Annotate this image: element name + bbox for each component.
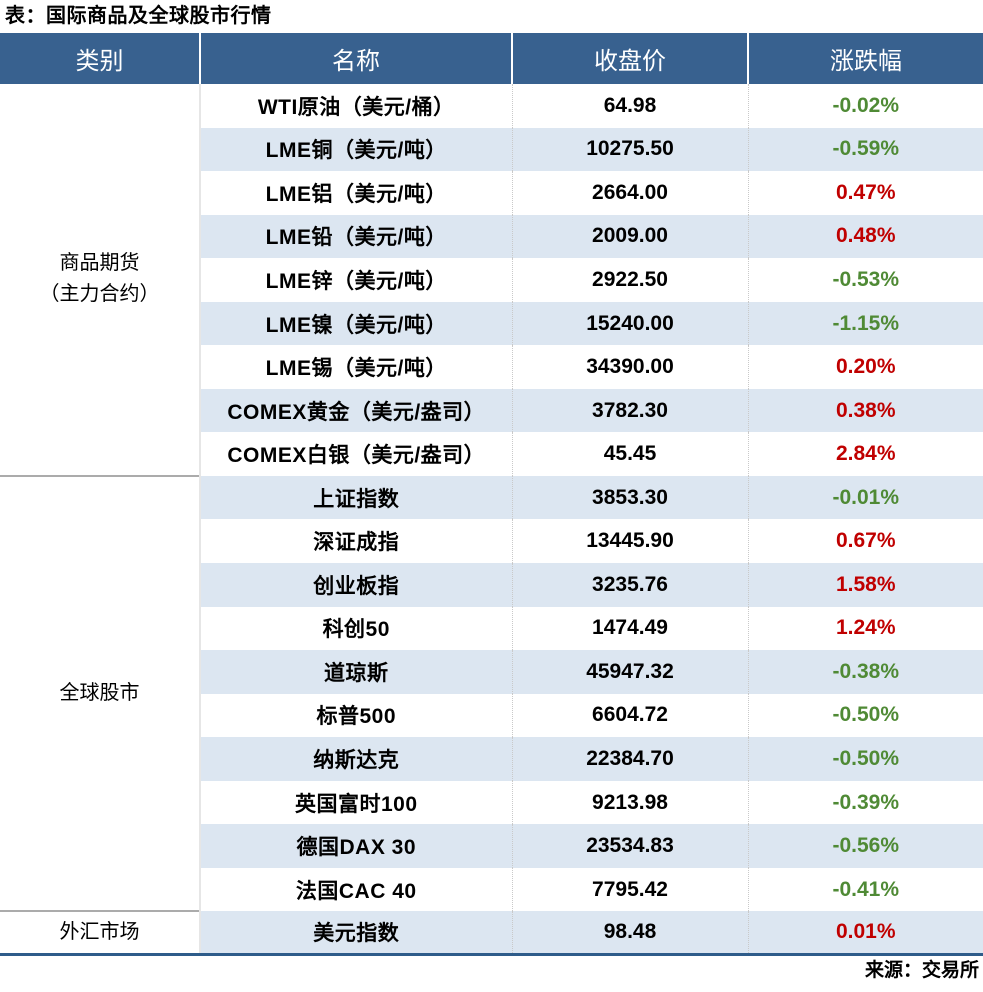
change-percent-cell: 0.67% <box>747 519 983 564</box>
close-price-cell: 23534.83 <box>511 824 748 868</box>
change-percent-cell: 1.58% <box>747 563 983 607</box>
close-price-cell: 2922.50 <box>511 258 748 302</box>
instrument-name-cell: 英国富时100 <box>199 780 512 825</box>
change-percent-cell: 1.24% <box>747 606 983 651</box>
change-percent-cell: -0.01% <box>747 475 983 520</box>
source-note: 来源：交易所 <box>864 960 979 982</box>
instrument-name-cell: LME镍（美元/吨） <box>199 301 512 346</box>
table-row: 英国富时100 9213.98 -0.39% <box>0 780 983 825</box>
close-price-cell: 7795.42 <box>511 867 748 912</box>
instrument-name-cell: 德国DAX 30 <box>199 824 512 868</box>
table-row: LME铜（美元/吨） 10275.50 -0.59% <box>0 127 983 172</box>
change-percent-cell: -0.38% <box>747 650 983 694</box>
change-percent-cell: -1.15% <box>747 301 983 346</box>
category-group-cell: 外汇市场 <box>0 910 200 955</box>
header-row: 类别 名称 收盘价 涨跌幅 <box>0 33 983 84</box>
change-percent-cell: -0.50% <box>747 737 983 781</box>
table-row: 德国DAX 30 23534.83 -0.56% <box>0 824 983 868</box>
change-percent-cell: 0.48% <box>747 214 983 259</box>
table-row: LME铅（美元/吨） 2009.00 0.48% <box>0 214 983 259</box>
column-header-change: 涨跌幅 <box>747 33 983 84</box>
table-row: 创业板指 3235.76 1.58% <box>0 563 983 607</box>
close-price-cell: 45.45 <box>511 432 748 476</box>
instrument-name-cell: 法国CAC 40 <box>199 867 512 912</box>
instrument-name-cell: LME锌（美元/吨） <box>199 258 512 302</box>
instrument-name-cell: COMEX白银（美元/盎司） <box>199 432 512 476</box>
table-row: 纳斯达克 22384.70 -0.50% <box>0 737 983 781</box>
table-row: LME铝（美元/吨） 2664.00 0.47% <box>0 171 983 215</box>
table-row: 外汇市场 美元指数 98.48 0.01% <box>0 910 983 955</box>
instrument-name-cell: LME锡（美元/吨） <box>199 345 512 389</box>
change-percent-cell: -0.41% <box>747 867 983 912</box>
column-header-close: 收盘价 <box>511 33 748 84</box>
change-percent-cell: -0.02% <box>747 84 983 128</box>
instrument-name-cell: 科创50 <box>199 606 512 651</box>
close-price-cell: 6604.72 <box>511 693 748 738</box>
close-price-cell: 3235.76 <box>511 563 748 607</box>
change-percent-cell: -0.53% <box>747 258 983 302</box>
quotes-table: 类别 名称 收盘价 涨跌幅 商品期货 （主力合约） WTI原油（美元/桶） 64… <box>0 33 983 957</box>
close-price-cell: 34390.00 <box>511 345 748 389</box>
instrument-name-cell: LME铅（美元/吨） <box>199 214 512 259</box>
close-price-cell: 9213.98 <box>511 780 748 825</box>
change-percent-cell: -0.56% <box>747 824 983 868</box>
instrument-name-cell: LME铝（美元/吨） <box>199 171 512 215</box>
close-price-cell: 22384.70 <box>511 737 748 781</box>
close-price-cell: 10275.50 <box>511 127 748 172</box>
table-row: COMEX黄金（美元/盎司） 3782.30 0.38% <box>0 388 983 433</box>
table-row: 科创50 1474.49 1.24% <box>0 606 983 651</box>
table-row: COMEX白银（美元/盎司） 45.45 2.84% <box>0 432 983 476</box>
instrument-name-cell: COMEX黄金（美元/盎司） <box>199 388 512 433</box>
instrument-name-cell: 纳斯达克 <box>199 737 512 781</box>
change-percent-cell: -0.50% <box>747 693 983 738</box>
change-percent-cell: -0.59% <box>747 127 983 172</box>
instrument-name-cell: WTI原油（美元/桶） <box>199 84 512 128</box>
close-price-cell: 2009.00 <box>511 214 748 259</box>
table-row: 全球股市 上证指数 3853.30 -0.01% <box>0 474 983 912</box>
column-header-name: 名称 <box>199 33 512 84</box>
change-percent-cell: 0.47% <box>747 171 983 215</box>
close-price-cell: 45947.32 <box>511 650 748 694</box>
change-percent-cell: -0.39% <box>747 780 983 825</box>
table-row: 深证成指 13445.90 0.67% <box>0 519 983 564</box>
instrument-name-cell: 深证成指 <box>199 519 512 564</box>
instrument-name-cell: 上证指数 <box>199 475 512 520</box>
close-price-cell: 98.48 <box>511 911 748 955</box>
instrument-name-cell: LME铜（美元/吨） <box>199 127 512 172</box>
change-percent-cell: 0.01% <box>747 911 983 955</box>
change-percent-cell: 0.38% <box>747 388 983 433</box>
close-price-cell: 13445.90 <box>511 519 748 564</box>
table-row: LME镍（美元/吨） 15240.00 -1.15% <box>0 301 983 346</box>
change-percent-cell: 2.84% <box>747 432 983 476</box>
category-group-cell: 全球股市 <box>0 474 200 912</box>
table-row: LME锌（美元/吨） 2922.50 -0.53% <box>0 258 983 302</box>
close-price-cell: 64.98 <box>511 84 748 128</box>
close-price-cell: 2664.00 <box>511 171 748 215</box>
instrument-name-cell: 创业板指 <box>199 563 512 607</box>
table-row: 法国CAC 40 7795.42 -0.41% <box>0 867 983 912</box>
table-row: LME锡（美元/吨） 34390.00 0.20% <box>0 345 983 389</box>
table-row: 标普500 6604.72 -0.50% <box>0 693 983 738</box>
close-price-cell: 1474.49 <box>511 606 748 651</box>
table-title: 表：国际商品及全球股市行情 <box>5 5 272 27</box>
close-price-cell: 15240.00 <box>511 301 748 346</box>
instrument-name-cell: 标普500 <box>199 693 512 738</box>
table-row: 道琼斯 45947.32 -0.38% <box>0 650 983 694</box>
instrument-name-cell: 美元指数 <box>199 911 512 955</box>
category-group-cell: 商品期货 （主力合约） <box>0 84 200 476</box>
close-price-cell: 3782.30 <box>511 388 748 433</box>
close-price-cell: 3853.30 <box>511 475 748 520</box>
change-percent-cell: 0.20% <box>747 345 983 389</box>
column-header-category: 类别 <box>0 33 200 84</box>
instrument-name-cell: 道琼斯 <box>199 650 512 694</box>
table-row: 商品期货 （主力合约） WTI原油（美元/桶） 64.98 -0.02% <box>0 84 983 476</box>
